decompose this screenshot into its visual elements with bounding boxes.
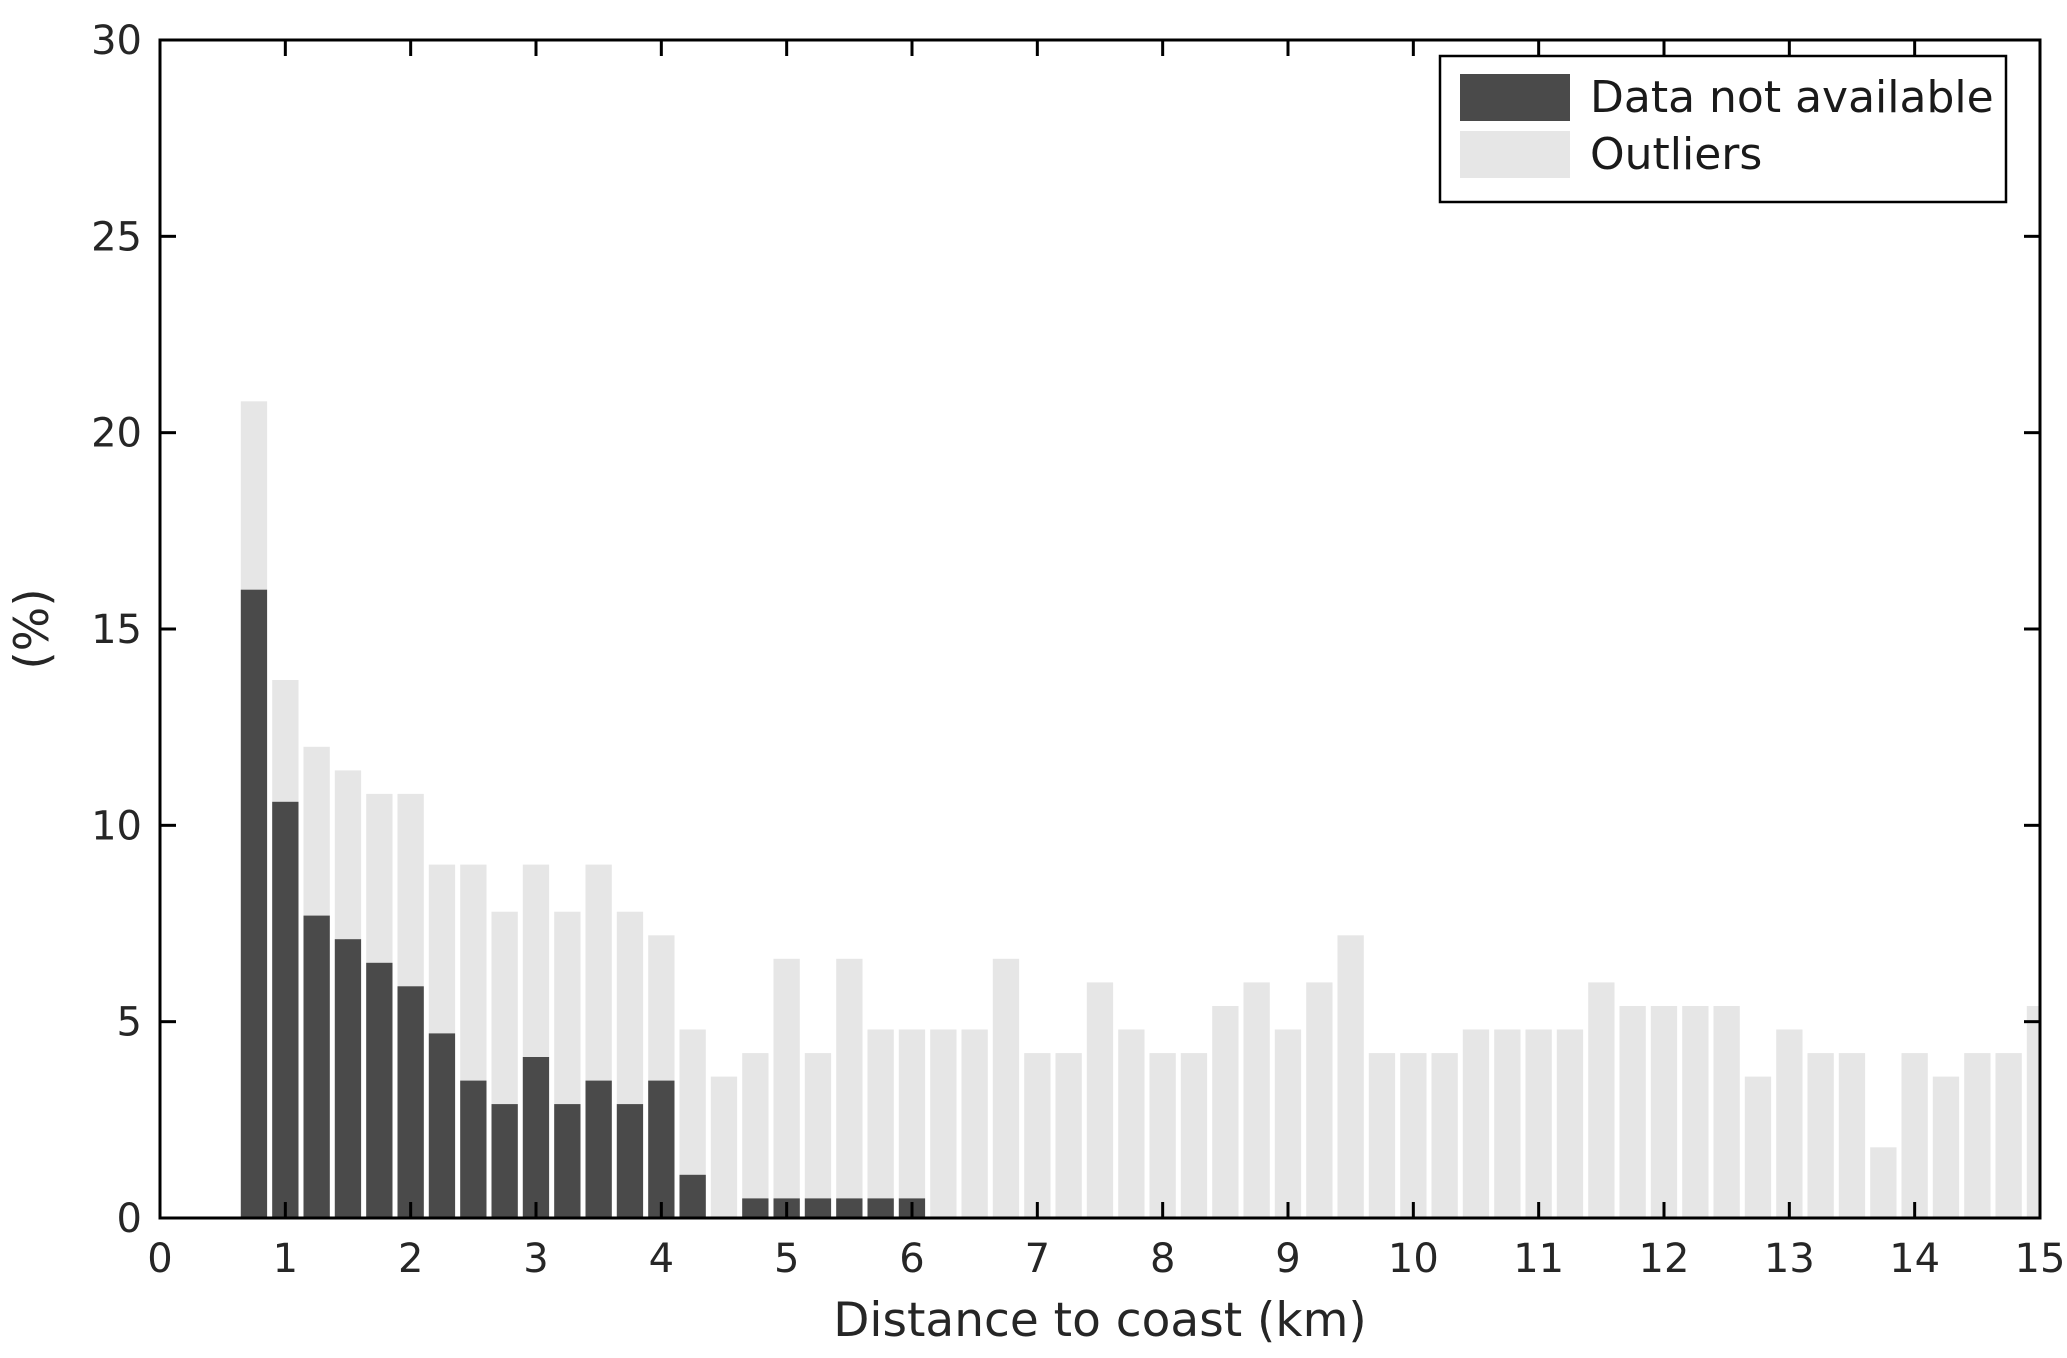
bar-outliers [1494,1029,1521,1218]
bar-outliers [961,1029,988,1218]
bar-outliers [1619,1006,1646,1218]
x-tick-label: 10 [1388,1236,1439,1282]
x-tick-label: 5 [774,1236,799,1282]
bar-outliers [1055,1053,1082,1218]
bar-outliers [1243,982,1270,1218]
bar-outliers [1650,1006,1678,1218]
bar-outliers [1682,1006,1709,1218]
bar-data-not-available [585,1080,612,1218]
bar-outliers [804,1053,832,1218]
bar-data-not-available [272,801,299,1218]
x-tick-label: 7 [1025,1236,1050,1282]
bar-outliers [867,1029,894,1218]
bar-data-not-available [428,1033,456,1218]
bar-data-not-available [679,1174,706,1218]
bar-data-not-available [491,1104,518,1218]
bar-outliers [1901,1053,1928,1218]
x-tick-label: 0 [147,1236,172,1282]
bar-outliers [773,958,800,1218]
bar-outliers [1964,1053,1991,1218]
bar-outliers [1431,1053,1458,1218]
bar-data-not-available [366,962,393,1218]
legend-label-outliers: Outliers [1590,129,1762,180]
bar-outliers [836,958,863,1218]
y-tick-label: 25 [91,214,142,260]
x-tick-label: 13 [1764,1236,1815,1282]
bar-outliers [710,1076,738,1218]
bar-outliers [1337,935,1364,1218]
bar-outliers [1776,1029,1803,1218]
x-axis-label: Distance to coast (km) [833,1293,1367,1348]
bar-outliers [1462,1029,1490,1218]
bar-outliers [930,1029,957,1218]
bar-outliers [1368,1053,1396,1218]
bar-outliers [992,958,1020,1218]
bar-outliers [1713,1006,1740,1218]
bar-data-not-available [836,1198,863,1218]
x-tick-label: 8 [1150,1236,1175,1282]
bar-data-not-available [616,1104,644,1218]
bar-data-not-available [460,1080,487,1218]
bar-data-not-available [742,1198,769,1218]
bars-layer [240,401,2040,1218]
x-tick-label: 12 [1639,1236,1690,1282]
bar-outliers [1588,982,1615,1218]
bar-outliers [1180,1053,1208,1218]
y-tick-label: 5 [117,1000,142,1046]
bar-outliers [1306,982,1333,1218]
bar-outliers [1838,1053,1866,1218]
bar-outliers [1024,1053,1051,1218]
x-tick-label: 11 [1513,1236,1564,1282]
bar-data-not-available [648,1080,675,1218]
y-tick-label: 0 [117,1196,142,1242]
bar-data-not-available [867,1198,894,1218]
y-tick-label: 20 [91,411,142,457]
legend-label-data-not-available: Data not available [1590,72,1994,123]
bar-outliers [2026,1006,2040,1218]
x-tick-label: 1 [273,1236,298,1282]
y-tick-label: 15 [91,607,142,653]
x-tick-label: 14 [1889,1236,1940,1282]
bar-outliers [1807,1053,1834,1218]
bar-outliers [1400,1053,1427,1218]
bar-outliers [1995,1053,2022,1218]
ticks-layer [158,38,2042,1220]
x-tick-label: 6 [899,1236,924,1282]
bar-outliers [1744,1076,1772,1218]
bar-outliers [1118,1029,1145,1218]
bar-outliers [1525,1029,1552,1218]
bar-data-not-available [554,1104,581,1218]
y-tick-label: 30 [91,18,142,64]
x-tick-label: 2 [398,1236,423,1282]
bar-data-not-available [240,589,268,1218]
bar-data-not-available [804,1198,832,1218]
x-tick-label: 15 [2015,1236,2066,1282]
x-tick-label: 9 [1275,1236,1300,1282]
bar-outliers [1274,1029,1302,1218]
y-axis-label: (%) [5,588,60,669]
x-tick-label: 4 [649,1236,674,1282]
legend: Data not available Outliers [1438,54,2008,204]
bar-outliers [1149,1053,1176,1218]
bar-data-not-available [522,1057,550,1218]
bar-outliers [1870,1147,1897,1218]
bar-outliers [1556,1029,1584,1218]
y-tick-label: 10 [91,803,142,849]
bar-data-not-available [303,915,330,1218]
bar-data-not-available [334,939,362,1218]
bar-outliers [742,1053,769,1218]
bar-outliers [1932,1076,1960,1218]
x-tick-label: 3 [523,1236,548,1282]
bar-outliers [1086,982,1114,1218]
bar-data-not-available [397,986,424,1218]
bar-outliers [1212,1006,1239,1218]
legend-swatch-outliers [1460,131,1570,178]
legend-swatch-data-not-available [1460,74,1570,121]
bar-outliers [898,1029,926,1218]
